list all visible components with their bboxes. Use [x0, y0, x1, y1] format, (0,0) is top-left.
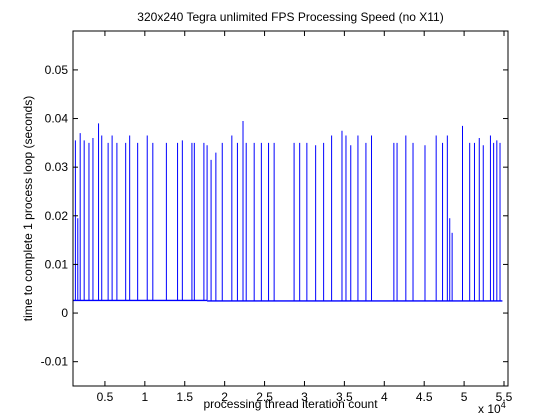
y-tick-label: 0.02: [45, 209, 69, 223]
x-tick-label: 5: [461, 390, 468, 404]
y-axis-ticks: -0.01 0 0.01 0.02 0.03 0.04 0.05: [41, 63, 508, 369]
y-tick-label: 0: [61, 306, 68, 320]
x-axis-label: processing thread iteration count: [203, 397, 378, 411]
x-tick-label: 1.5: [176, 390, 193, 404]
x-tick-label: 5.5: [496, 390, 513, 404]
y-tick-label: 0.04: [45, 112, 69, 126]
y-tick-label: 0.05: [45, 63, 69, 77]
y-tick-label: 0.03: [45, 160, 69, 174]
x-tick-label: 4: [381, 390, 388, 404]
chart-title: 320x240 Tegra unlimited FPS Processing S…: [137, 10, 443, 24]
x-tick-label: 4.5: [416, 390, 433, 404]
axes-box: [72, 30, 509, 387]
x-axis-multiplier-base: x 10: [478, 402, 501, 416]
y-tick-label: -0.01: [41, 355, 69, 369]
plot-data: [73, 120, 503, 302]
x-tick-label: 3.5: [336, 390, 353, 404]
y-tick-label: 0.01: [45, 257, 69, 271]
x-axis-multiplier: x 104: [478, 400, 506, 416]
x-tick-label: 2.5: [256, 390, 273, 404]
x-tick-label: 0.5: [97, 390, 114, 404]
x-tick-label: 3: [301, 390, 308, 404]
x-axis-ticks: 0.5 1 1.5 2 2.5 3 3.5 4 4.5 5 5.5: [97, 31, 513, 404]
y-axis-label: time to complete 1 process loop (seconds…: [21, 96, 35, 321]
x-axis-multiplier-exponent: 4: [501, 400, 506, 410]
x-tick-label: 1: [141, 390, 148, 404]
x-tick-label: 2: [221, 390, 228, 404]
